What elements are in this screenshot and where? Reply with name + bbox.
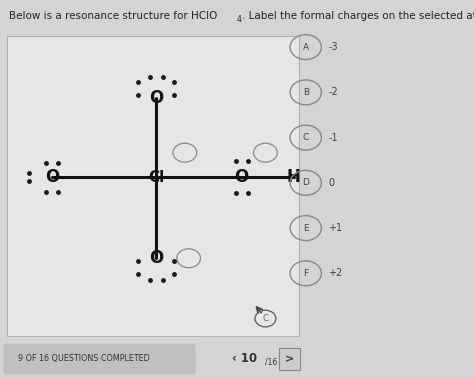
Text: +2: +2 (328, 268, 343, 278)
FancyBboxPatch shape (3, 344, 196, 374)
Text: ‹ 10: ‹ 10 (232, 352, 257, 365)
FancyBboxPatch shape (7, 36, 299, 336)
FancyBboxPatch shape (279, 348, 300, 370)
Text: 9 OF 16 QUESTIONS COMPLETED: 9 OF 16 QUESTIONS COMPLETED (18, 354, 150, 363)
Text: -1: -1 (328, 133, 338, 143)
Text: D: D (302, 178, 309, 187)
Text: Cl: Cl (148, 170, 164, 185)
Text: -3: -3 (328, 42, 338, 52)
Text: A: A (303, 43, 309, 52)
Text: O: O (45, 168, 59, 186)
Text: -2: -2 (328, 87, 338, 97)
Text: . Label the formal charges on the selected atoms.: . Label the formal charges on the select… (242, 11, 474, 21)
Text: H: H (287, 168, 301, 186)
Text: 4: 4 (236, 15, 241, 24)
Text: >: > (285, 354, 294, 364)
Text: 0: 0 (328, 178, 335, 188)
Text: C: C (263, 314, 268, 323)
Text: F: F (303, 269, 308, 278)
Text: C: C (302, 133, 309, 142)
Text: Below is a resonance structure for HClO: Below is a resonance structure for HClO (9, 11, 217, 21)
Text: O: O (235, 168, 249, 186)
Text: O: O (149, 249, 164, 267)
Text: +1: +1 (328, 223, 343, 233)
Text: O: O (149, 89, 164, 107)
Text: E: E (303, 224, 309, 233)
Text: B: B (303, 88, 309, 97)
Text: /16: /16 (265, 357, 278, 366)
